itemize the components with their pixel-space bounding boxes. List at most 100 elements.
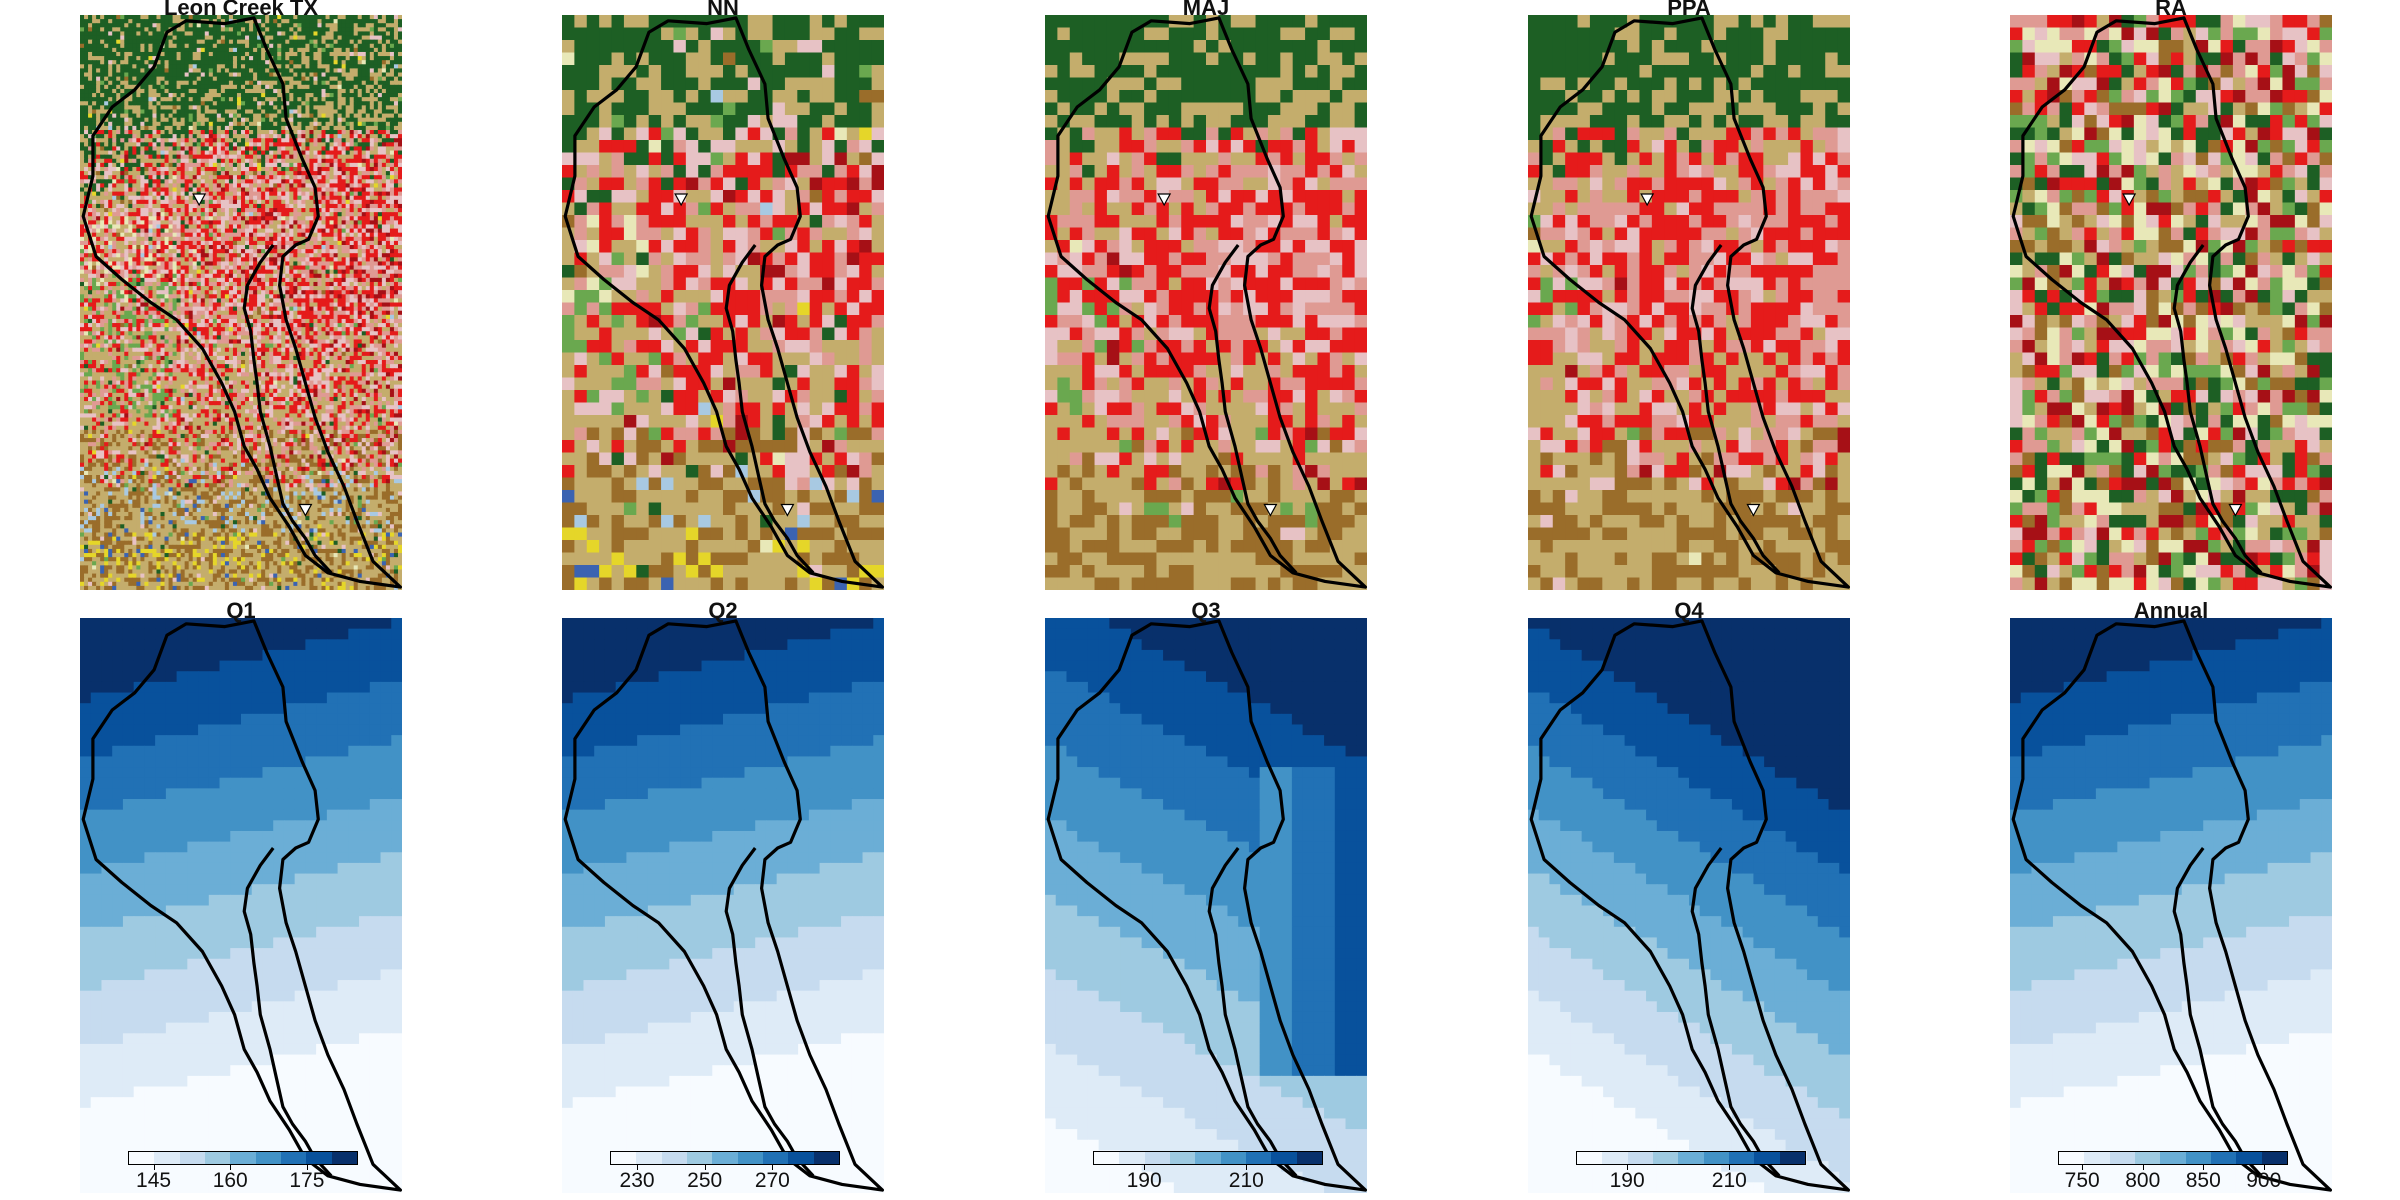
legend-swatch [331, 1152, 357, 1164]
legend-swatch [2059, 1152, 2085, 1164]
subbasin-divide [2172, 847, 2263, 1177]
legend-tick-label: 210 [1712, 1169, 1747, 1193]
legend-swatch [1220, 1152, 1246, 1164]
legend-swatch [1652, 1152, 1679, 1164]
legend-tick [1729, 1165, 1731, 1170]
subbasin-divide [1690, 847, 1781, 1177]
map-panel-9: Annual 750 800 850 900 [2010, 600, 2332, 1193]
panel-title: Q4 [1528, 600, 1850, 622]
legend-swatch [661, 1152, 687, 1164]
basin-outline [2011, 16, 2332, 589]
legend-swatch [2134, 1152, 2161, 1164]
legend-swatch [204, 1152, 231, 1164]
panel-title: RA [2010, 0, 2332, 19]
legend-swatch [762, 1152, 789, 1164]
basin-outline [1529, 619, 1850, 1192]
basin-outline [1046, 16, 1367, 589]
legend-colorbar [128, 1151, 358, 1165]
legend-tick-label: 175 [289, 1169, 324, 1193]
subbasin-divide [1690, 244, 1781, 574]
legend-swatch [129, 1152, 155, 1164]
legend-swatch [788, 1152, 814, 1164]
basin-outline [81, 16, 402, 589]
legend-swatch [179, 1152, 205, 1164]
color-legend: 230 250 270 [610, 1151, 840, 1193]
panel-title: Q2 [562, 600, 884, 622]
map-raster [2010, 15, 2332, 590]
legend-tick [2203, 1165, 2205, 1170]
map-raster [80, 15, 402, 590]
legend-swatch [686, 1152, 713, 1164]
legend-tick-label: 190 [1610, 1169, 1645, 1193]
legend-tick [306, 1165, 308, 1170]
legend-colorbar [1576, 1151, 1806, 1165]
legend-tick-label: 230 [620, 1169, 655, 1193]
color-legend: 145 160 175 [128, 1151, 358, 1193]
legend-tick [1144, 1165, 1146, 1170]
legend-tick [153, 1165, 155, 1170]
legend-swatch [1577, 1152, 1603, 1164]
legend-swatch [1144, 1152, 1170, 1164]
legend-tick-label: 900 [2246, 1169, 2281, 1193]
gauge-marker [780, 503, 795, 517]
legend-swatch [2236, 1152, 2262, 1164]
legend-swatch [2109, 1152, 2135, 1164]
raster-cells [1528, 618, 1850, 1193]
legend-tick-label: 750 [2065, 1169, 2100, 1193]
legend-swatch [611, 1152, 637, 1164]
legend-swatch [1754, 1152, 1780, 1164]
color-legend: 190 210 [1576, 1151, 1806, 1193]
subbasin-divide [1207, 244, 1298, 574]
gauge-marker [1157, 193, 1172, 207]
panel-title: PPA [1528, 0, 1850, 19]
legend-swatch [2185, 1152, 2211, 1164]
legend-tick [2082, 1165, 2084, 1170]
legend-colorbar [610, 1151, 840, 1165]
map-raster [1045, 618, 1367, 1193]
legend-tick [230, 1165, 232, 1170]
subbasin-divide [724, 244, 815, 574]
subbasin-divide [1207, 847, 1298, 1177]
map-raster [1528, 15, 1850, 590]
legend-swatch [2210, 1152, 2237, 1164]
color-legend: 190 210 [1093, 1151, 1323, 1193]
gauge-marker [1263, 503, 1278, 517]
legend-colorbar [2058, 1151, 2288, 1165]
legend-swatch [306, 1152, 332, 1164]
subbasin-divide [242, 244, 333, 574]
map-panel-5: Q1 145 160 175 [80, 600, 402, 1193]
panel-title: NN [562, 0, 884, 19]
legend-tick-label: 800 [2125, 1169, 2160, 1193]
subbasin-divide [724, 847, 815, 1177]
raster-cells [1528, 15, 1850, 590]
legend-tick [704, 1165, 706, 1170]
raster-cells [80, 15, 402, 590]
panel-title: Q1 [80, 600, 402, 622]
legend-tick [772, 1165, 774, 1170]
map-raster [562, 15, 884, 590]
legend-swatch [1728, 1152, 1755, 1164]
legend-swatch [1195, 1152, 1221, 1164]
basin-outline [1046, 619, 1367, 1192]
gauge-marker [2228, 503, 2243, 517]
gauge-marker [298, 503, 313, 517]
legend-swatch [1169, 1152, 1196, 1164]
legend-tick-label: 190 [1127, 1169, 1162, 1193]
map-raster [1045, 15, 1367, 590]
legend-swatch [1296, 1152, 1322, 1164]
basin-outline [1529, 16, 1850, 589]
raster-cells [2010, 618, 2332, 1193]
basin-outline [81, 619, 402, 1192]
raster-cells [2010, 15, 2332, 590]
map-panel-0: Leon Creek TX [80, 0, 402, 590]
raster-cells [562, 618, 884, 1193]
legend-tick [2142, 1165, 2144, 1170]
legend-swatch [2261, 1152, 2287, 1164]
legend-swatch [1119, 1152, 1145, 1164]
legend-tick-label: 210 [1229, 1169, 1264, 1193]
map-panel-2: MAJ [1045, 0, 1367, 590]
raster-cells [1045, 15, 1367, 590]
legend-swatch [1602, 1152, 1628, 1164]
legend-swatch [1703, 1152, 1729, 1164]
legend-swatch [154, 1152, 180, 1164]
